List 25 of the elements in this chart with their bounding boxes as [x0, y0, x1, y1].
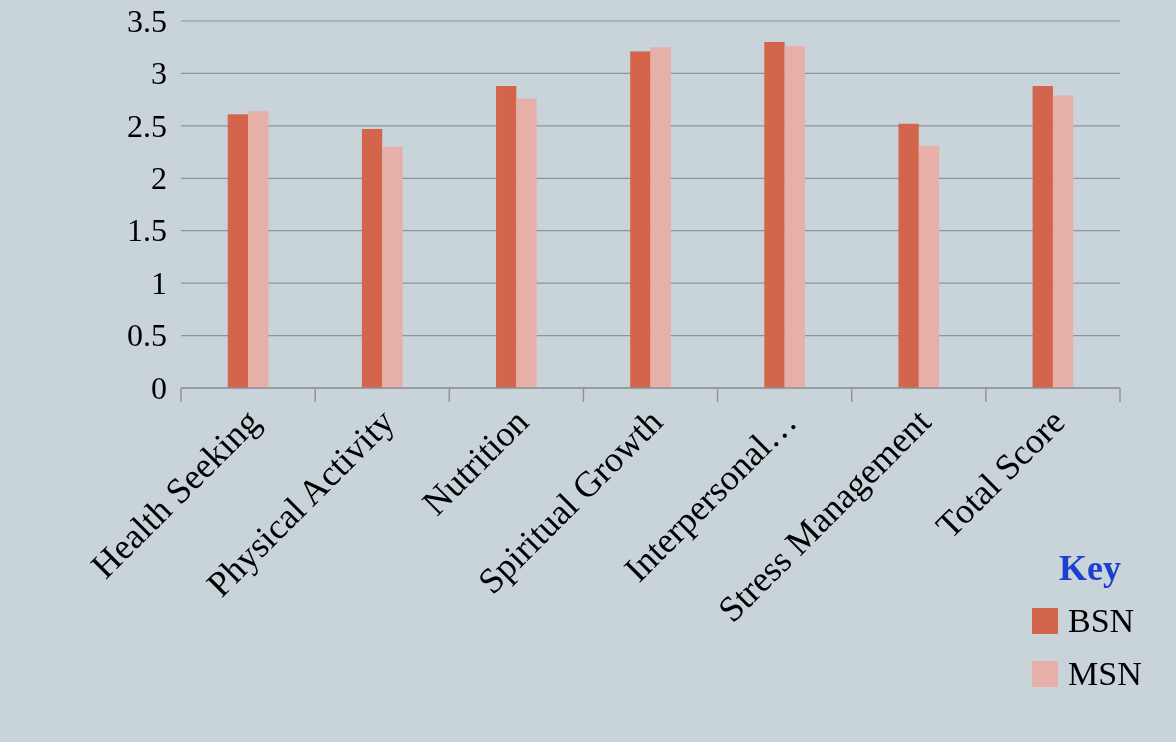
bar [1032, 86, 1053, 388]
bar [918, 145, 940, 388]
bar [516, 98, 537, 388]
y-tick-label: 2.5 [127, 107, 167, 144]
bar [630, 51, 651, 388]
y-tick-label: 3 [151, 55, 167, 92]
y-tick-label: 0 [151, 369, 167, 406]
bar [361, 129, 383, 388]
legend-label: BSN [1068, 602, 1135, 639]
y-tick-label: 3.5 [127, 2, 167, 39]
legend-title: Key [1059, 548, 1121, 588]
bar [1052, 95, 1074, 388]
bar [227, 114, 249, 388]
y-tick-label: 1.5 [127, 212, 167, 249]
y-tick-label: 0.5 [127, 317, 167, 354]
bar [650, 47, 671, 388]
bar [764, 41, 785, 388]
legend-label: MSN [1068, 655, 1142, 692]
bar [496, 86, 517, 388]
bar [784, 46, 805, 388]
bar [248, 111, 269, 388]
bar [898, 123, 919, 388]
bar [382, 146, 403, 388]
y-tick-label: 2 [151, 160, 167, 197]
y-tick-label: 1 [151, 264, 167, 301]
